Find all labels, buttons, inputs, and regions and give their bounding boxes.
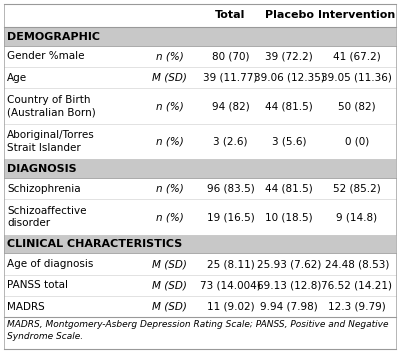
Text: 41 (67.2): 41 (67.2): [333, 52, 381, 61]
Text: 94 (82): 94 (82): [212, 101, 249, 111]
Text: 3 (2.6): 3 (2.6): [213, 137, 248, 146]
Text: 39 (11.77): 39 (11.77): [203, 73, 258, 83]
Text: MADRS: MADRS: [7, 302, 45, 312]
Text: DIAGNOSIS: DIAGNOSIS: [7, 164, 77, 174]
Text: Schizoaffective
disorder: Schizoaffective disorder: [7, 206, 87, 228]
Bar: [4, 27, 396, 46]
Bar: [4, 160, 396, 178]
Text: M (SD): M (SD): [152, 259, 187, 269]
Text: 44 (81.5): 44 (81.5): [265, 101, 313, 111]
Text: 73 (14.004): 73 (14.004): [200, 280, 261, 291]
Text: 3 (5.6): 3 (5.6): [272, 137, 306, 146]
Text: 9.94 (7.98): 9.94 (7.98): [260, 302, 318, 312]
Text: n (%): n (%): [156, 184, 184, 194]
Text: 76.52 (14.21): 76.52 (14.21): [321, 280, 392, 291]
Bar: [4, 199, 396, 235]
Text: Total: Total: [215, 10, 246, 20]
Text: 50 (82): 50 (82): [338, 101, 376, 111]
Text: Age of diagnosis: Age of diagnosis: [7, 259, 94, 269]
Bar: [4, 317, 396, 349]
Text: 11 (9.02): 11 (9.02): [206, 302, 254, 312]
Text: 24.48 (8.53): 24.48 (8.53): [325, 259, 389, 269]
Text: 69.13 (12.8): 69.13 (12.8): [257, 280, 321, 291]
Bar: [4, 124, 396, 160]
Text: Age: Age: [7, 73, 27, 83]
Text: 12.3 (9.79): 12.3 (9.79): [328, 302, 386, 312]
Text: PANSS total: PANSS total: [7, 280, 68, 291]
Text: Placebo: Placebo: [265, 10, 314, 20]
Text: 96 (83.5): 96 (83.5): [206, 184, 254, 194]
Text: Aboriginal/Torres
Strait Islander: Aboriginal/Torres Strait Islander: [7, 131, 95, 153]
Bar: [4, 235, 396, 253]
Bar: [4, 67, 396, 88]
Text: 10 (18.5): 10 (18.5): [265, 212, 313, 222]
Bar: [4, 178, 396, 199]
Text: 39.06 (12.35): 39.06 (12.35): [254, 73, 325, 83]
Text: 9 (14.8): 9 (14.8): [336, 212, 377, 222]
Text: 25 (8.11): 25 (8.11): [206, 259, 254, 269]
Text: 39.05 (11.36): 39.05 (11.36): [321, 73, 392, 83]
Text: n (%): n (%): [156, 101, 184, 111]
Bar: [4, 275, 396, 296]
Text: 52 (85.2): 52 (85.2): [333, 184, 381, 194]
Text: n (%): n (%): [156, 137, 184, 146]
Text: M (SD): M (SD): [152, 280, 187, 291]
Bar: [4, 253, 396, 275]
Bar: [4, 296, 396, 317]
Text: MADRS, Montgomery-Asberg Depression Rating Scale; PANSS, Positive and Negative
S: MADRS, Montgomery-Asberg Depression Rati…: [7, 320, 389, 341]
Text: 44 (81.5): 44 (81.5): [265, 184, 313, 194]
Text: 19 (16.5): 19 (16.5): [206, 212, 254, 222]
Text: 0 (0): 0 (0): [345, 137, 369, 146]
Text: Country of Birth
(Australian Born): Country of Birth (Australian Born): [7, 95, 96, 117]
Text: n (%): n (%): [156, 212, 184, 222]
Text: n (%): n (%): [156, 52, 184, 61]
Text: Intervention: Intervention: [318, 10, 396, 20]
Bar: [4, 88, 396, 124]
Text: CLINICAL CHARACTERISTICS: CLINICAL CHARACTERISTICS: [7, 239, 182, 249]
Text: 39 (72.2): 39 (72.2): [265, 52, 313, 61]
Text: Gender %male: Gender %male: [7, 52, 85, 61]
Text: M (SD): M (SD): [152, 73, 187, 83]
Text: Schizophrenia: Schizophrenia: [7, 184, 81, 194]
Text: M (SD): M (SD): [152, 302, 187, 312]
Text: 80 (70): 80 (70): [212, 52, 249, 61]
Text: DEMOGRAPHIC: DEMOGRAPHIC: [7, 31, 100, 42]
Bar: [4, 4, 396, 27]
Text: 25.93 (7.62): 25.93 (7.62): [257, 259, 321, 269]
Bar: [4, 46, 396, 67]
